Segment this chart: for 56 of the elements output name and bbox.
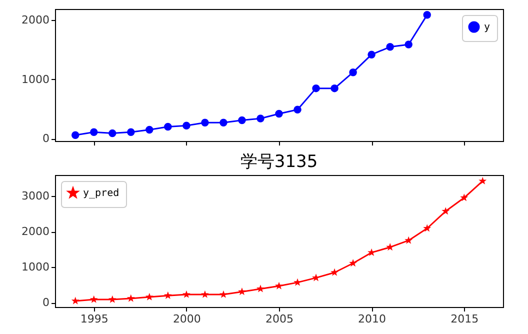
point <box>386 243 394 251</box>
point <box>145 292 154 300</box>
point <box>182 122 190 130</box>
point <box>164 291 172 299</box>
x-tick-label: 2010 <box>358 312 386 326</box>
point <box>201 118 209 127</box>
y-tick-label: 3000 <box>22 189 50 202</box>
y-tick-label: 2000 <box>22 14 50 27</box>
point <box>312 84 320 92</box>
point <box>275 282 283 290</box>
y-tick-label: 1000 <box>22 72 50 86</box>
x-tick-label: 2000 <box>172 312 201 326</box>
point <box>386 43 394 51</box>
x-tick-label: 2015 <box>450 312 479 326</box>
x-tick-label: 1995 <box>80 312 108 326</box>
point <box>349 68 357 76</box>
point <box>294 106 302 114</box>
point <box>200 290 209 298</box>
point <box>349 259 358 267</box>
point <box>256 284 264 292</box>
x-tick-label: 2005 <box>266 312 294 326</box>
point <box>108 295 116 303</box>
point <box>182 290 190 298</box>
point <box>423 11 431 19</box>
point <box>238 116 246 124</box>
point <box>127 128 135 136</box>
y-tick-label: 0 <box>42 132 50 146</box>
point <box>442 207 450 215</box>
chart-title: 学号3135 <box>240 152 318 172</box>
point <box>478 176 487 184</box>
point <box>90 295 98 303</box>
point <box>330 268 339 276</box>
y-tick-label: 1000 <box>22 260 50 274</box>
point <box>294 278 302 286</box>
point <box>423 224 432 232</box>
point <box>108 129 116 138</box>
point <box>275 110 283 118</box>
point <box>404 40 412 48</box>
point <box>404 236 413 244</box>
legend-label: y <box>484 22 490 33</box>
point <box>126 294 135 302</box>
y-tick-label: 0 <box>42 296 50 310</box>
legend-label: y_pred <box>83 188 120 199</box>
point <box>90 128 98 136</box>
point <box>71 296 80 304</box>
point <box>220 118 228 127</box>
point <box>71 131 80 139</box>
point <box>238 288 246 296</box>
y-tick-label: 2000 <box>22 225 50 238</box>
point <box>146 126 154 134</box>
point <box>368 50 376 58</box>
point <box>460 194 468 202</box>
point <box>330 84 338 92</box>
point <box>256 114 264 122</box>
point <box>219 290 228 298</box>
point <box>164 122 172 131</box>
